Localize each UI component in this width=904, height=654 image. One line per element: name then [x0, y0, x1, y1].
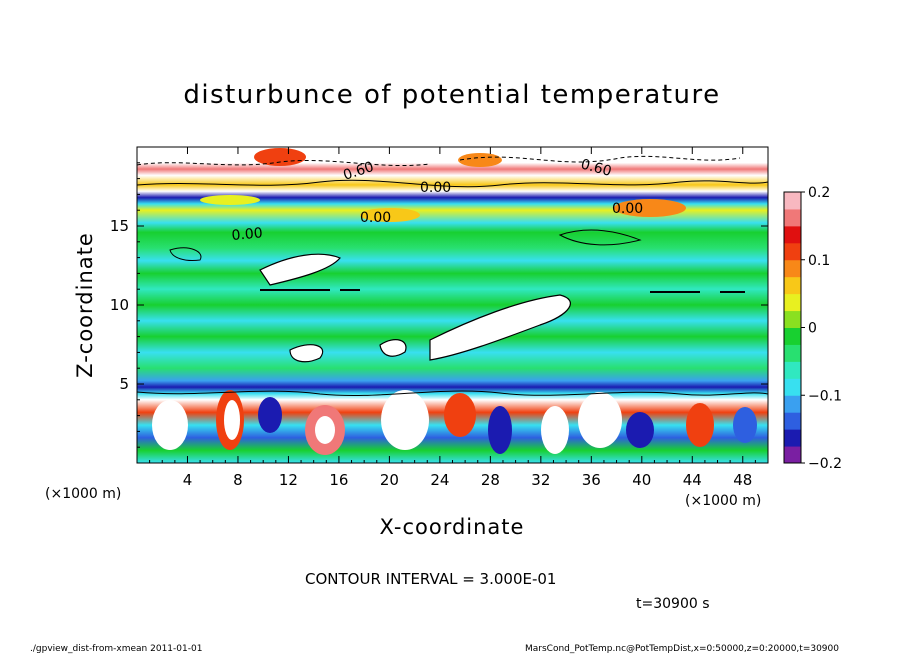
colorbar-segment	[784, 208, 801, 227]
colorbar-segment	[784, 242, 801, 261]
contour-label: 0.60	[579, 156, 613, 180]
x-tick-label: 4	[183, 471, 193, 489]
colorbar-segment	[784, 412, 801, 430]
x-tick-label: 40	[632, 471, 651, 489]
chart-title: disturbunce of potential temperature	[183, 80, 720, 110]
contour-label: 0.00	[360, 210, 391, 226]
x-unit-label-left: (×1000 m)	[45, 486, 121, 502]
y-tick-label: 15	[110, 217, 129, 235]
mid-patches	[259, 253, 571, 363]
time-label: t=30900 s	[636, 596, 710, 612]
x-tick-label: 28	[481, 471, 500, 489]
contour-interval: CONTOUR INTERVAL = 3.000E-01	[305, 570, 556, 588]
colorbar-segment	[784, 293, 801, 312]
plot-area: 0.60 0.60 0.00 0.00 0.00 0.00	[137, 147, 768, 463]
colorbar-segment	[784, 327, 801, 345]
footer-left: ./gpview_dist-from-xmean 2011-01-01	[30, 644, 202, 654]
contour-label: 0.00	[612, 201, 643, 217]
colorbar-tick-label: −0.2	[808, 456, 842, 472]
y-axis: 5 10 15	[110, 162, 768, 448]
x-axis-label: X-coordinate	[380, 515, 525, 539]
footer-right: MarsCond_PotTemp.nc@PotTempDist,x=0:5000…	[525, 644, 839, 654]
contour-label: 0.00	[420, 180, 451, 196]
y-axis-label: Z-coordinate	[73, 232, 97, 378]
colorbar-tick-label: 0.1	[808, 253, 830, 269]
x-tick-label: 20	[380, 471, 399, 489]
y-tick-label: 5	[119, 375, 129, 393]
colorbar-segment	[784, 310, 801, 328]
x-tick-label: 36	[582, 471, 601, 489]
x-axis: 4 8 12 16 20 24 28 32 36 40 44 48	[149, 147, 756, 489]
colorbar-segment	[784, 276, 801, 295]
colorbar-segment	[784, 446, 801, 464]
colorbar-segment	[784, 395, 801, 413]
contour-labels: 0.60 0.60 0.00 0.00 0.00 0.00	[231, 156, 643, 244]
x-unit-label-right: (×1000 m)	[685, 493, 761, 509]
colorbar-segment	[784, 429, 801, 447]
contour-lines	[137, 155, 768, 397]
colorbar-segment	[784, 378, 801, 396]
colorbar-segment	[784, 361, 801, 379]
contour-label: 0.00	[231, 225, 263, 244]
colorbar: 0.2 0.1 0 −0.1 −0.2	[783, 185, 842, 472]
x-tick-label: 32	[531, 471, 550, 489]
lower-turbulence	[152, 390, 757, 455]
x-tick-label: 44	[683, 471, 702, 489]
colorbar-tick-label: 0.2	[808, 185, 830, 201]
x-tick-label: 8	[233, 471, 243, 489]
colorbar-segment	[784, 344, 801, 362]
colorbar-segment	[784, 259, 801, 278]
y-tick-label: 10	[110, 296, 129, 314]
colorbar-segment	[784, 192, 801, 210]
x-tick-label: 16	[329, 471, 348, 489]
x-tick-label: 48	[733, 471, 752, 489]
colorbar-tick-label: 0	[808, 321, 817, 337]
x-tick-label: 24	[430, 471, 449, 489]
x-tick-label: 12	[279, 471, 298, 489]
upper-turbulence	[200, 147, 686, 222]
colorbar-segment	[784, 225, 801, 244]
colorbar-tick-label: −0.1	[808, 388, 842, 404]
